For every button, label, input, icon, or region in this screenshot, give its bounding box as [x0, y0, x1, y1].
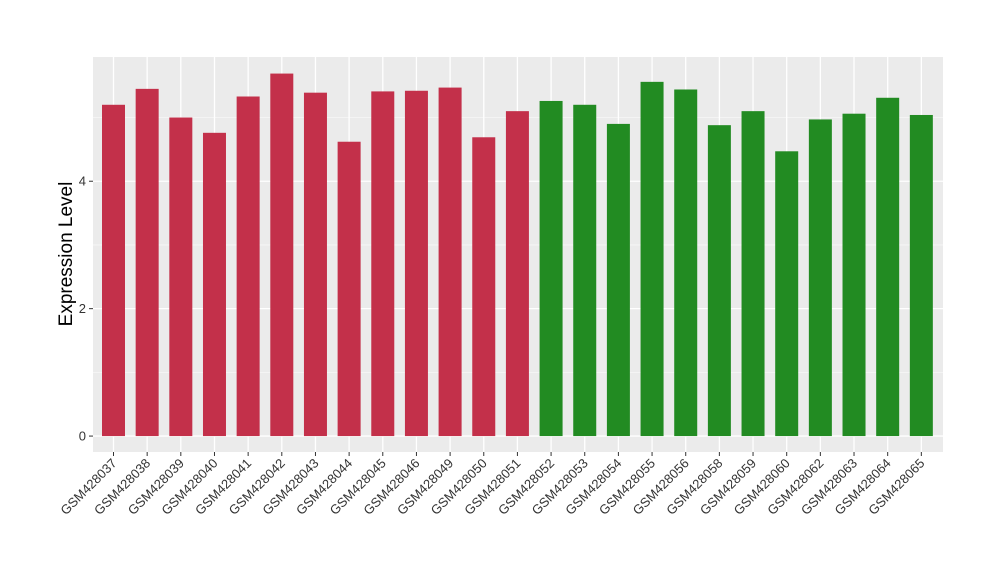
bar — [337, 141, 361, 437]
y-axis-title: Expression Level — [56, 182, 77, 327]
bar — [909, 114, 933, 437]
y-tick-label: 0 — [79, 429, 86, 444]
bar — [573, 104, 597, 437]
bar — [135, 88, 159, 437]
bar — [303, 92, 327, 437]
y-tick-label: 4 — [79, 174, 86, 189]
y-tick-label: 2 — [79, 301, 86, 316]
bar — [371, 91, 395, 437]
bar — [236, 96, 260, 437]
bar — [808, 119, 832, 437]
x-axis: GSM428037GSM428038GSM428039GSM428040GSM4… — [57, 452, 927, 518]
bar — [102, 104, 125, 437]
bar — [270, 73, 294, 437]
bar — [169, 117, 193, 437]
bar — [404, 90, 428, 437]
y-axis: 0 2 4 — [79, 174, 93, 444]
bars — [102, 73, 933, 437]
bar — [606, 123, 630, 437]
bar — [674, 89, 698, 437]
bar — [640, 81, 664, 437]
bar — [202, 132, 226, 437]
bar — [505, 111, 529, 437]
bar — [438, 87, 462, 437]
bar — [775, 151, 799, 437]
bar — [472, 137, 496, 437]
bar — [876, 97, 900, 437]
bar — [539, 100, 563, 437]
bar — [707, 125, 731, 437]
bar — [842, 113, 866, 437]
bar — [741, 111, 765, 437]
